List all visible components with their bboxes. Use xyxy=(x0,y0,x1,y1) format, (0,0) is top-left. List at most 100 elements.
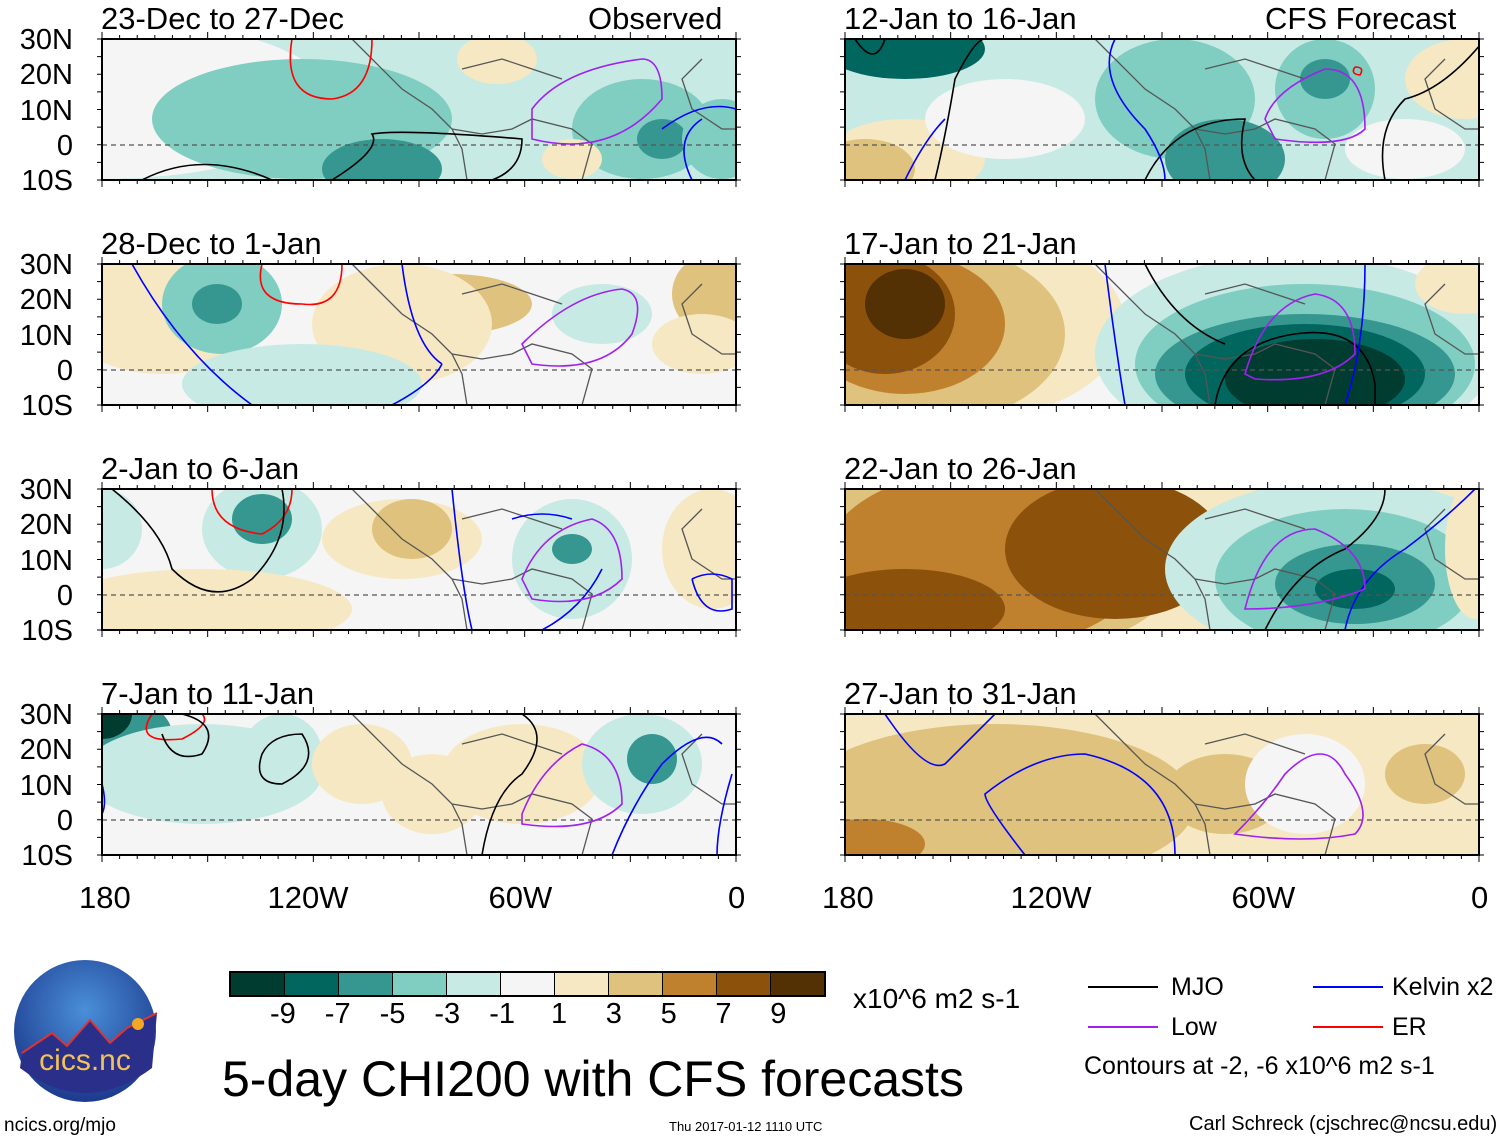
chi200-anomaly-blob xyxy=(1415,264,1479,314)
chi200-anomaly-blob xyxy=(845,819,925,855)
lat-tick-label: 20N xyxy=(19,734,73,767)
wave-contour xyxy=(934,39,1479,180)
chi200-anomaly-blob xyxy=(102,569,352,630)
legend-er: ER xyxy=(1392,1013,1427,1041)
lat-tick-label: 30N xyxy=(19,474,73,506)
chi200-anomaly-blob xyxy=(552,284,652,344)
credit: Carl Schreck (cjschrec@ncsu.edu) xyxy=(1189,1113,1498,1135)
map-panel-left-1 xyxy=(97,257,741,412)
coastline xyxy=(1094,264,1479,405)
colorbar-swatch xyxy=(663,973,717,995)
map-panel-right-3 xyxy=(840,707,1484,862)
lon-tick-label: 0 xyxy=(1471,880,1489,915)
chi200-anomaly-blob xyxy=(682,99,736,179)
colorbar-swatch xyxy=(393,973,447,995)
chi200-anomaly-blob xyxy=(1300,59,1350,99)
forecast-label: CFS Forecast xyxy=(1265,1,1457,36)
colorbar-swatch xyxy=(447,973,501,995)
wave-contour xyxy=(1243,528,1366,610)
cics-logo: cics.nc xyxy=(12,958,158,1104)
chi200-anomaly-blob xyxy=(457,39,537,84)
url-text[interactable]: ncics.org/mjo xyxy=(4,1115,116,1136)
wave-contour xyxy=(1104,264,1366,405)
chi200-anomaly-blob xyxy=(637,119,687,159)
map-panel-right-1 xyxy=(840,257,1484,412)
map-panel-right-2 xyxy=(840,482,1484,637)
colorbar-label: -1 xyxy=(489,998,515,1030)
wave-contour xyxy=(1264,489,1386,630)
chi200-anomaly-blob xyxy=(372,499,452,559)
chi200-anomaly-blob xyxy=(662,489,736,609)
wave-contour xyxy=(1352,66,1363,76)
lon-tick-label: 180 xyxy=(79,880,131,915)
chi200-anomaly-blob xyxy=(1165,119,1285,180)
lat-tick-label: 0 xyxy=(56,354,73,387)
chi200-anomaly-blob xyxy=(627,734,677,784)
timestamp: Thu 2017-01-12 1110 UTC xyxy=(669,1119,823,1134)
chi200-anomaly-blob xyxy=(845,139,915,180)
panel-title: 22-Jan to 26-Jan xyxy=(844,451,1077,486)
wave-contour xyxy=(131,264,443,405)
lat-tick-label: 10S xyxy=(21,165,73,197)
lat-tick-label: 0 xyxy=(56,579,73,612)
wave-contour xyxy=(1264,68,1366,144)
wave-contour xyxy=(1214,331,1376,405)
colorbar-label: 7 xyxy=(715,998,732,1030)
observed-label: Observed xyxy=(588,1,723,36)
lat-tick-label: 20N xyxy=(19,59,73,92)
lon-tick-label: 120W xyxy=(1010,880,1092,915)
lat-tick-label: 20N xyxy=(19,509,73,542)
chi200-anomaly-blob xyxy=(925,79,1085,159)
lon-tick-label: 120W xyxy=(267,880,349,915)
colorbar-label: -5 xyxy=(379,998,406,1030)
panel-title: 17-Jan to 21-Jan xyxy=(844,226,1077,261)
map-panel-left-0 xyxy=(97,32,741,187)
lat-tick-label: 30N xyxy=(19,249,73,281)
wave-contour xyxy=(854,39,886,55)
panel-title: 7-Jan to 11-Jan xyxy=(101,676,315,711)
legend-low: Low xyxy=(1171,1013,1217,1041)
chi200-anomaly-blob xyxy=(845,569,1005,630)
panel-title: 23-Dec to 27-Dec xyxy=(101,1,344,36)
lat-tick-label: 20N xyxy=(19,284,73,317)
wave-contour xyxy=(211,489,293,535)
wave-contour xyxy=(1144,264,1226,345)
chi200-anomaly-blob xyxy=(552,534,592,564)
wave-contour xyxy=(904,39,1166,180)
map-panel-left-3 xyxy=(97,707,741,862)
panel-title: 28-Dec to 1-Jan xyxy=(101,226,322,261)
colorbar-swatch xyxy=(609,973,663,995)
wave-contour xyxy=(451,489,603,630)
chi200-anomaly-blob xyxy=(182,344,422,405)
colorbar-label: 3 xyxy=(605,998,622,1030)
wave-contour xyxy=(521,288,639,367)
chi200-anomaly-blob xyxy=(1345,119,1465,179)
lat-tick-label: 10S xyxy=(21,615,73,647)
lat-tick-label: 0 xyxy=(56,129,73,162)
wave-contour xyxy=(289,39,373,100)
lat-tick-label: 10N xyxy=(19,94,73,127)
logo-text: cics.nc xyxy=(39,1044,131,1077)
wave-contour xyxy=(161,714,538,855)
coastline xyxy=(351,489,736,630)
colorbar-swatch xyxy=(501,973,555,995)
map-panel-right-0 xyxy=(840,32,1484,187)
chi200-anomaly-blob xyxy=(542,139,602,179)
chi200-anomaly-blob xyxy=(192,284,242,324)
wave-contour xyxy=(691,573,733,612)
chi200-anomaly-blob xyxy=(652,314,736,374)
colorbar-swatch xyxy=(285,973,339,995)
coastline xyxy=(1094,39,1479,180)
legend-kelvin: Kelvin x2 xyxy=(1392,973,1494,1001)
colorbar-swatch xyxy=(717,973,771,995)
colorbar-units: x10^6 m2 s-1 xyxy=(853,983,1021,1014)
chi200-anomaly-blob xyxy=(242,714,322,794)
legend-mjo: MJO xyxy=(1171,973,1224,1001)
colorbar-label: -7 xyxy=(324,998,351,1030)
colorbar-swatch xyxy=(339,973,393,995)
lon-tick-label: 180 xyxy=(822,880,874,915)
lat-tick-label: 10S xyxy=(21,840,73,872)
chi200-anomaly-blob xyxy=(865,269,945,339)
wave-contour xyxy=(884,714,1176,855)
chi200-anomaly-blob xyxy=(1385,744,1465,804)
